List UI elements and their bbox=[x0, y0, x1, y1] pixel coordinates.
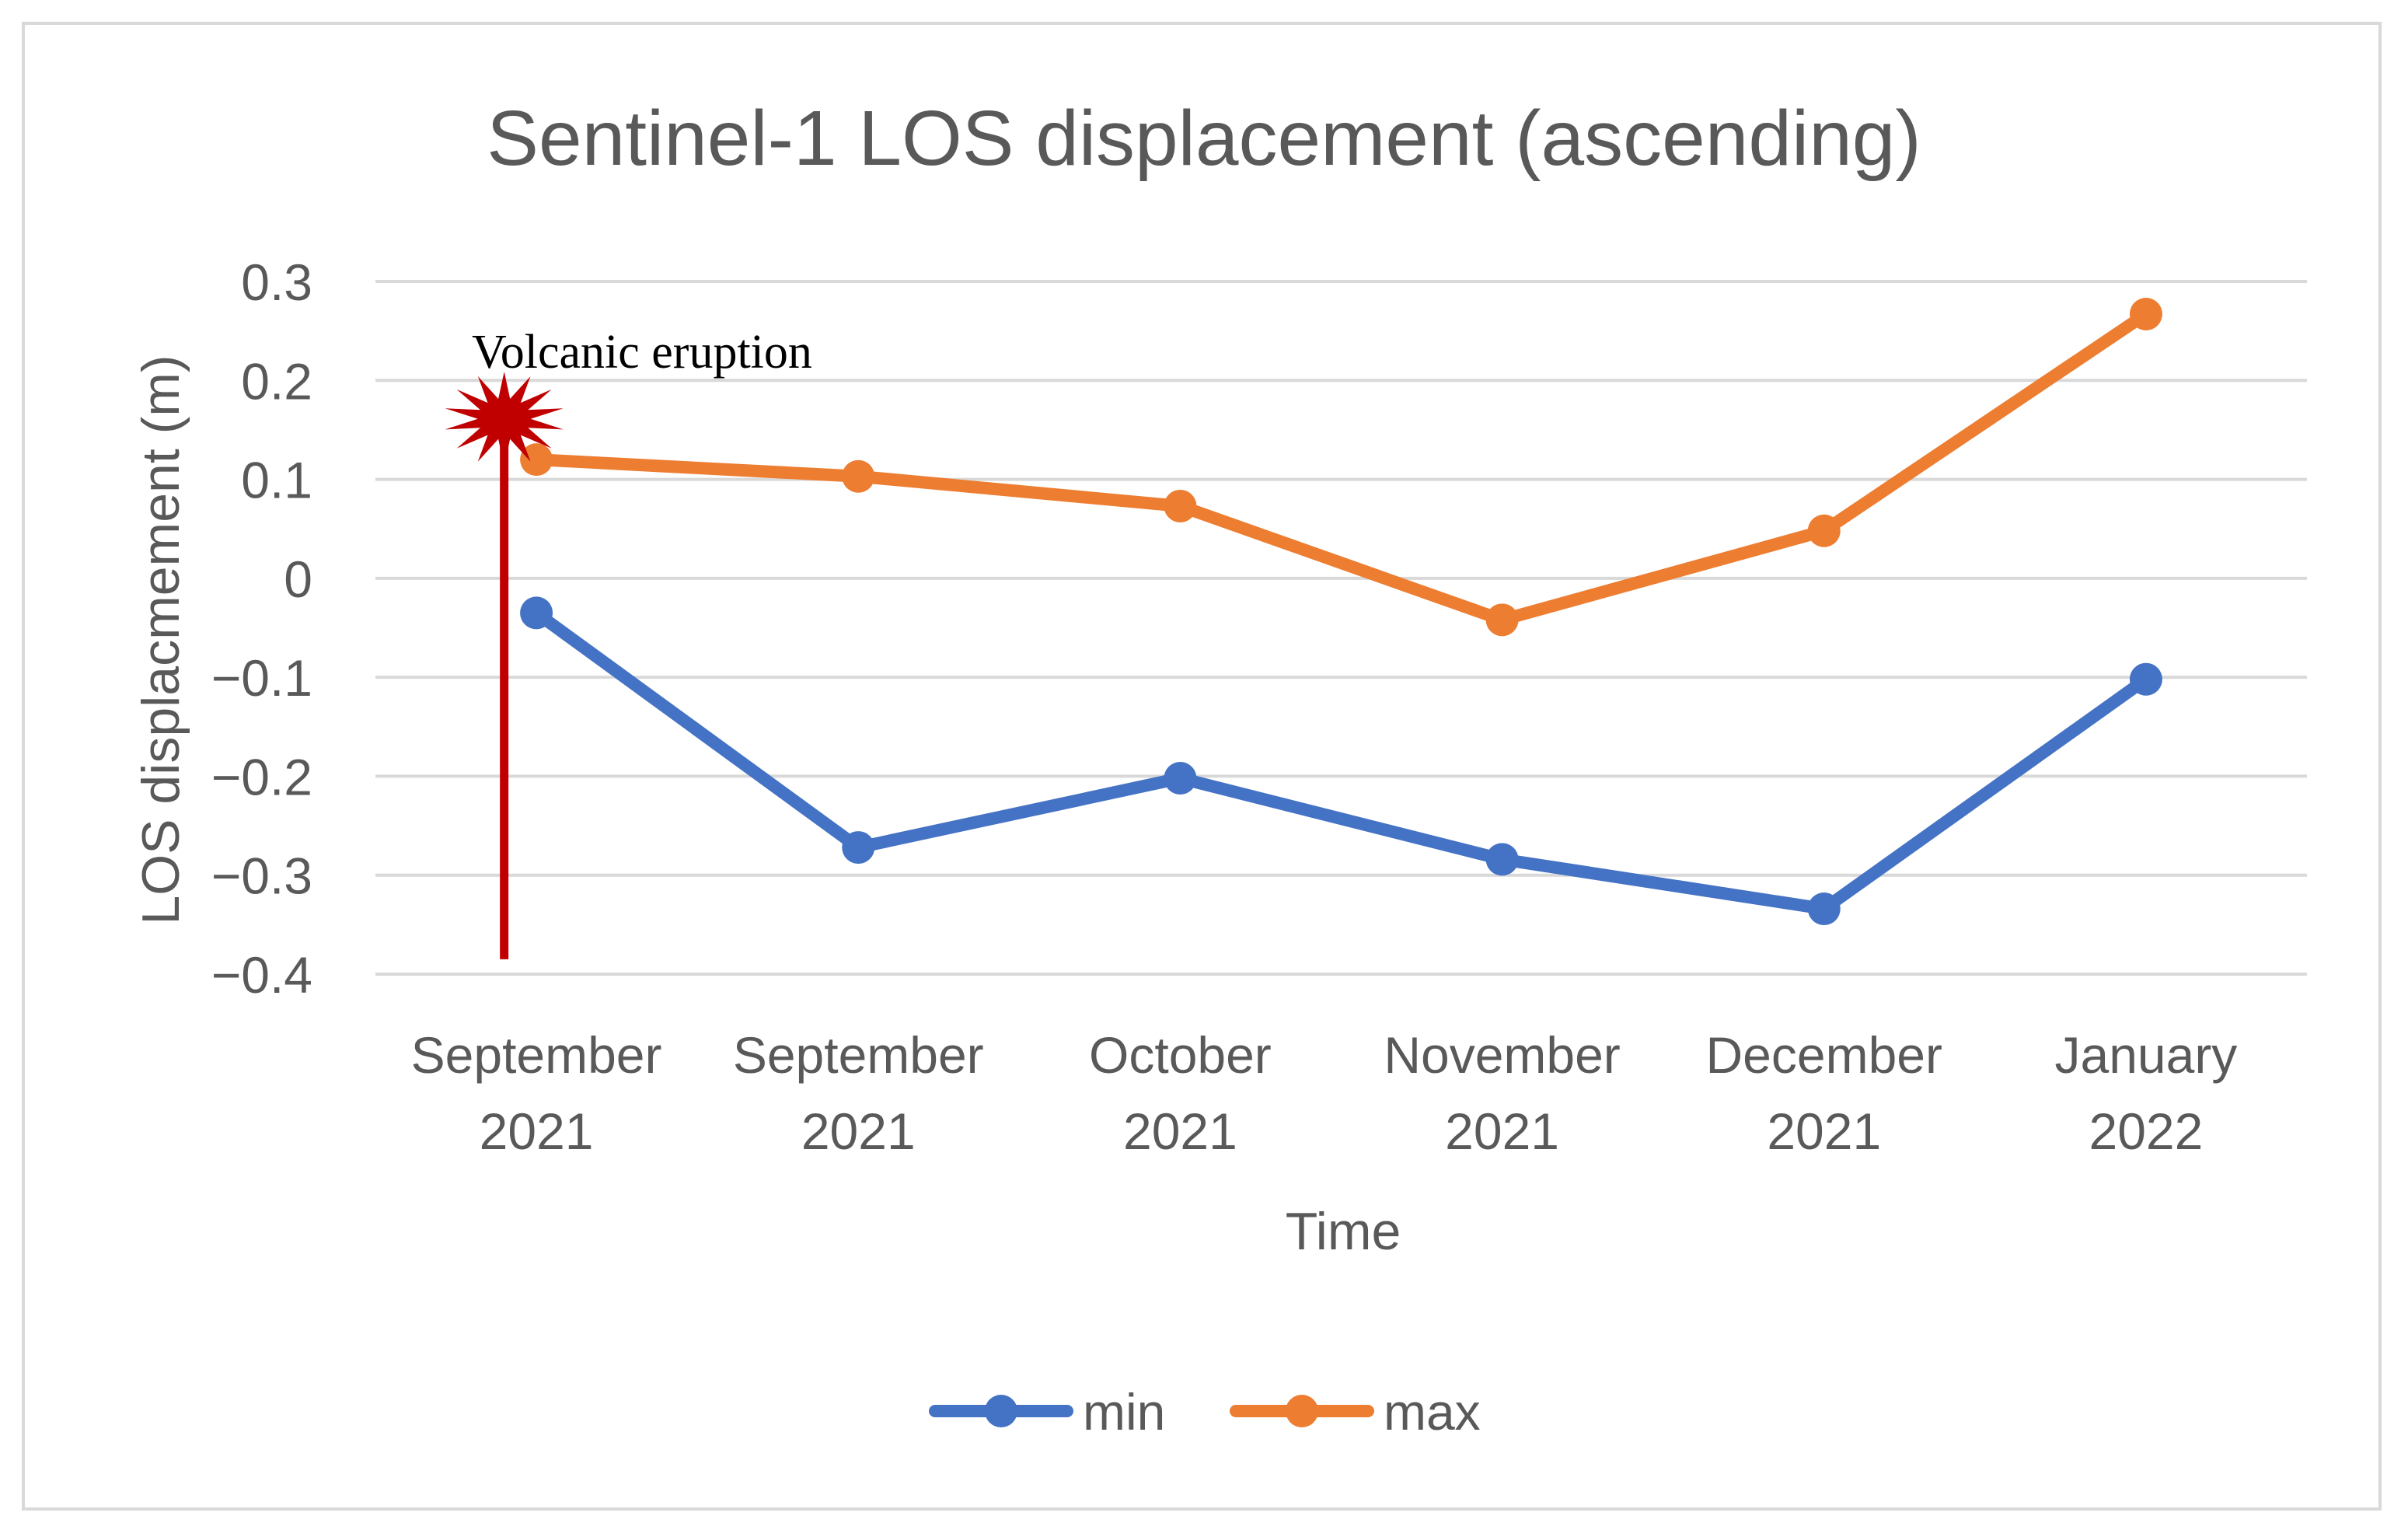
legend: min max bbox=[929, 1383, 1481, 1441]
x-tick-label: 2021 bbox=[1445, 1102, 1559, 1160]
data-point-min bbox=[1164, 761, 1197, 795]
legend-marker-max bbox=[1286, 1395, 1318, 1427]
x-tick-label: December bbox=[1706, 1026, 1942, 1084]
chart-frame bbox=[22, 22, 2382, 1511]
data-point-min bbox=[520, 596, 553, 630]
y-tick-label: −0.3 bbox=[211, 847, 312, 905]
y-tick-label: −0.1 bbox=[211, 649, 312, 707]
x-tick-label: October bbox=[1089, 1026, 1272, 1084]
gridlines bbox=[375, 280, 2307, 976]
data-point-min bbox=[842, 831, 875, 865]
y-tick-label: 0.1 bbox=[241, 452, 312, 509]
y-tick-label: 0.3 bbox=[241, 253, 312, 311]
x-tick-label: 2022 bbox=[2089, 1102, 2204, 1160]
legend-label-max: max bbox=[1384, 1383, 1481, 1441]
series bbox=[520, 298, 2162, 925]
data-point-max bbox=[1164, 489, 1197, 522]
data-point-min bbox=[2129, 662, 2162, 696]
data-point-max bbox=[2129, 298, 2162, 331]
x-tick-label: September bbox=[733, 1026, 984, 1084]
data-point-max bbox=[520, 443, 553, 477]
x-tick-label: January bbox=[2055, 1026, 2238, 1084]
y-axis-label: LOS displacmement (m) bbox=[131, 355, 190, 924]
x-tick-label: 2021 bbox=[801, 1102, 916, 1160]
y-axis-ticks: 0.3 0.2 0.1 0 −0.1 −0.2 −0.3 −0.4 bbox=[211, 253, 312, 1004]
x-tick-label: September bbox=[411, 1026, 662, 1084]
data-point-max bbox=[1485, 603, 1519, 637]
y-tick-label: 0 bbox=[284, 550, 312, 608]
data-point-min bbox=[1807, 892, 1841, 925]
chart-title: Sentinel-1 LOS displacement (ascending) bbox=[487, 95, 1921, 182]
legend-label-min: min bbox=[1083, 1383, 1165, 1441]
eruption-star-icon bbox=[445, 372, 564, 466]
legend-marker-min bbox=[985, 1395, 1017, 1427]
x-tick-label: 2021 bbox=[1123, 1102, 1237, 1160]
x-axis-label: Time bbox=[1286, 1202, 1401, 1261]
annotation-label: Volcanic eruption bbox=[472, 326, 812, 379]
y-tick-label: −0.4 bbox=[211, 946, 312, 1004]
data-point-max bbox=[842, 459, 875, 493]
series-line-max bbox=[530, 308, 2152, 627]
y-tick-label: −0.2 bbox=[211, 748, 312, 805]
x-tick-label: November bbox=[1384, 1026, 1620, 1084]
data-point-max bbox=[1807, 514, 1841, 547]
y-tick-label: 0.2 bbox=[241, 352, 312, 410]
x-axis-ticks: September 2021 September 2021 October 2021 Nov… bbox=[411, 1026, 2238, 1160]
series-line-min bbox=[530, 606, 2152, 915]
x-tick-label: 2021 bbox=[480, 1102, 594, 1160]
x-tick-label: 2021 bbox=[1767, 1102, 1881, 1160]
data-point-min bbox=[1485, 843, 1519, 876]
annotations: Volcanic eruption bbox=[445, 326, 812, 959]
